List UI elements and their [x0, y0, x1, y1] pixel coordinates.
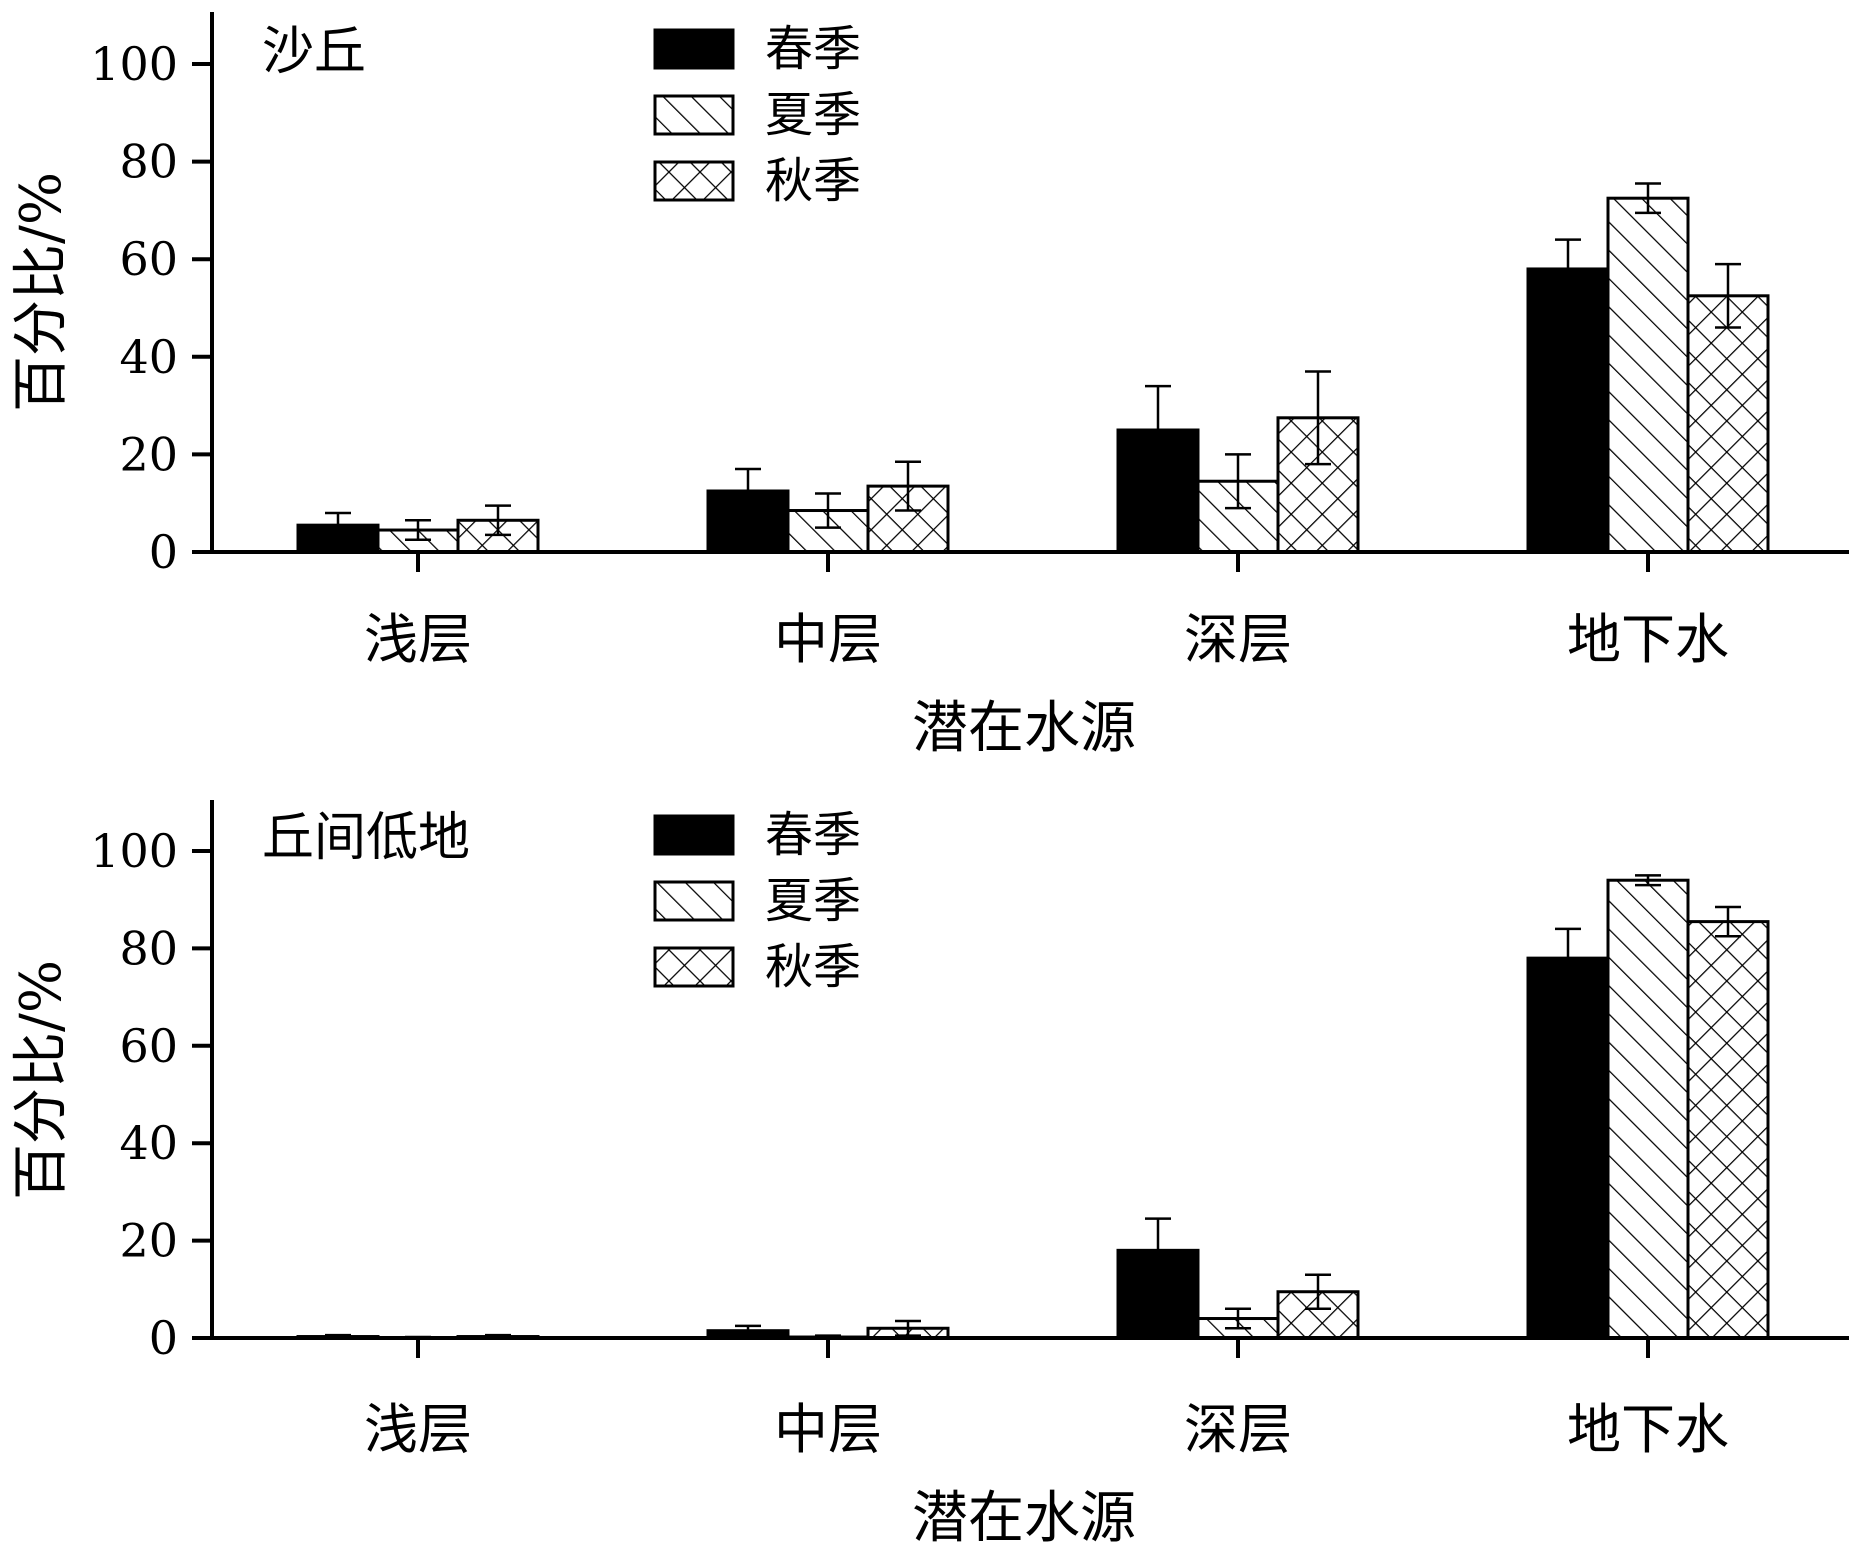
legend-label: 秋季 — [765, 939, 861, 995]
legend-swatch — [653, 28, 735, 70]
bars — [296, 874, 1770, 1340]
error-bar-秋季-深层 — [1305, 1273, 1331, 1311]
bar-春季-地下水 — [1526, 267, 1610, 554]
y-tick-label: 0 — [149, 1311, 178, 1365]
x-tick-label: 地下水 — [1567, 1398, 1729, 1461]
panel-top: 沙丘 百分比/% 潜在水源 浅层 中层 深层 地下水 0 20 40 60 80 100 春季夏季… — [9, 12, 1849, 761]
x-tick-label: 深层 — [1184, 608, 1292, 671]
y-tick-label: 60 — [119, 1019, 178, 1073]
error-bar-春季-中层 — [735, 1324, 761, 1331]
y-tick-label: 0 — [149, 525, 178, 579]
error-bar-秋季-中层 — [895, 1319, 921, 1337]
legend-swatch — [653, 160, 735, 202]
error-bar-秋季-地下水 — [1715, 905, 1741, 938]
legend-label: 夏季 — [765, 87, 861, 143]
legend-swatch — [653, 946, 735, 988]
legend-swatch — [653, 94, 735, 136]
error-bar-秋季-深层 — [1305, 370, 1331, 466]
legend-label: 夏季 — [765, 873, 861, 929]
error-bar-秋季-中层 — [895, 460, 921, 512]
error-bar-夏季-浅层 — [405, 519, 431, 542]
legend-item-春季: 春季 — [653, 807, 861, 863]
bar-秋季-地下水 — [1686, 294, 1770, 554]
bar-夏季-地下水 — [1606, 878, 1690, 1340]
x-tick-label: 深层 — [1184, 1398, 1292, 1461]
error-bar-夏季-深层 — [1225, 1307, 1251, 1330]
error-bar-春季-深层 — [1145, 384, 1171, 430]
error-bar-春季-中层 — [735, 467, 761, 491]
panel-label: 丘间低地 — [262, 808, 470, 868]
legend-swatch — [653, 814, 735, 856]
x-tick-label: 地下水 — [1567, 608, 1729, 671]
bar-春季-深层 — [1116, 1248, 1200, 1340]
error-bar-春季-地下水 — [1555, 927, 1581, 959]
axes: 浅层 中层 深层 地下水 0 20 40 60 80 100 — [90, 12, 1849, 671]
y-tick-label: 80 — [119, 135, 178, 189]
bar-春季-地下水 — [1526, 956, 1610, 1340]
legend-label: 春季 — [765, 807, 861, 863]
y-tick-label: 100 — [90, 37, 178, 91]
error-bar-秋季-地下水 — [1715, 262, 1741, 329]
legend-item-春季: 春季 — [653, 21, 861, 77]
error-bar-夏季-地下水 — [1635, 182, 1661, 215]
error-bar-春季-深层 — [1145, 1217, 1171, 1251]
x-tick-label: 中层 — [774, 608, 882, 671]
axes: 浅层 中层 深层 地下水 0 20 40 60 80 100 — [90, 800, 1849, 1461]
error-bar-夏季-地下水 — [1635, 874, 1661, 887]
x-axis-title: 潜在水源 — [912, 1486, 1136, 1551]
y-tick-label: 20 — [119, 1214, 178, 1268]
legend-label: 秋季 — [765, 153, 861, 209]
y-axis-title: 百分比/% — [9, 172, 74, 412]
legend-item-夏季: 夏季 — [653, 873, 861, 929]
y-tick-label: 40 — [119, 1116, 178, 1170]
error-bar-春季-地下水 — [1555, 238, 1581, 269]
bar-春季-深层 — [1116, 428, 1200, 554]
legend-item-秋季: 秋季 — [653, 153, 861, 209]
y-tick-label: 100 — [90, 824, 178, 878]
y-axis-title: 百分比/% — [9, 960, 74, 1200]
y-tick-label: 80 — [119, 921, 178, 975]
bar-春季-中层 — [706, 489, 790, 554]
error-bar-秋季-浅层 — [485, 504, 511, 537]
legend-item-夏季: 夏季 — [653, 87, 861, 143]
y-tick-label: 20 — [119, 427, 178, 481]
x-tick-label: 浅层 — [364, 1398, 472, 1461]
x-tick-label: 浅层 — [364, 608, 472, 671]
y-tick-label: 60 — [119, 232, 178, 286]
x-tick-label: 中层 — [774, 1398, 882, 1461]
legend-item-秋季: 秋季 — [653, 939, 861, 995]
y-tick-label: 40 — [119, 330, 178, 384]
bar-春季-浅层 — [296, 523, 380, 554]
panel-label: 沙丘 — [262, 22, 366, 82]
legend-swatch — [653, 880, 735, 922]
error-bar-夏季-中层 — [815, 492, 841, 529]
error-bar-春季-浅层 — [325, 511, 351, 526]
error-bar-夏季-深层 — [1225, 453, 1251, 510]
bar-秋季-地下水 — [1686, 920, 1770, 1340]
bars — [296, 182, 1770, 554]
bar-夏季-地下水 — [1606, 196, 1690, 554]
legend-label: 春季 — [765, 21, 861, 77]
panel-bottom: 丘间低地 百分比/% 潜在水源 浅层 中层 深层 地下水 0 20 40 60 80 100 春季… — [9, 800, 1849, 1551]
x-axis-title: 潜在水源 — [912, 696, 1136, 761]
